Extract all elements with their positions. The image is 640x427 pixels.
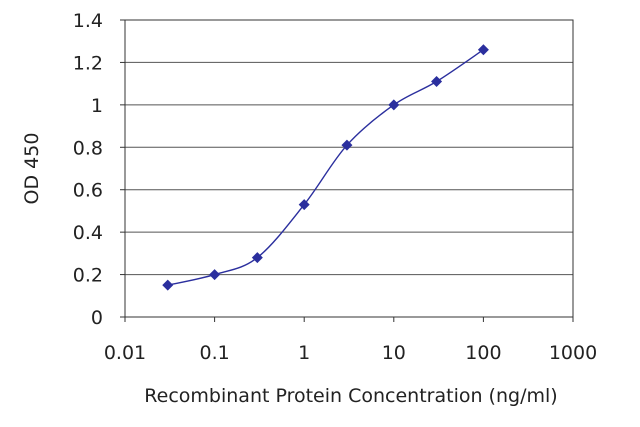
- y-axis-ticks: 0 0.2 0.4 0.6 0.8 1 1.2 1.4: [73, 10, 125, 329]
- data-point-marker: [341, 139, 353, 151]
- x-tick-label: 0.1: [199, 342, 229, 364]
- data-point-marker: [388, 99, 400, 111]
- x-tick-label: 1: [298, 342, 310, 364]
- y-axis-title: OD 450: [21, 133, 43, 205]
- data-points: [162, 44, 489, 291]
- x-axis-ticks: 0.01 0.1 1 10 100 1000: [104, 317, 597, 364]
- y-tick-label: 1.4: [73, 10, 103, 32]
- x-axis-title: Recombinant Protein Concentration (ng/ml…: [144, 385, 557, 407]
- y-tick-label: 0.6: [73, 180, 103, 202]
- data-point-marker: [431, 76, 443, 88]
- series-curve: [167, 49, 484, 286]
- x-tick-label: 0.01: [104, 342, 146, 364]
- x-tick-label: 1000: [549, 342, 597, 364]
- y-tick-label: 0.8: [73, 137, 103, 159]
- y-tick-label: 1.2: [73, 52, 103, 74]
- plot-area-frame: [124, 19, 574, 318]
- x-tick-label: 10: [382, 342, 406, 364]
- y-tick-label: 0: [91, 307, 103, 329]
- data-point-marker: [477, 44, 489, 56]
- x-tick-label: 100: [465, 342, 501, 364]
- data-point-marker: [251, 252, 263, 264]
- data-point-marker: [162, 279, 174, 291]
- y-tick-label: 0.4: [73, 222, 103, 244]
- y-tick-label: 1: [91, 95, 103, 117]
- y-tick-label: 0.2: [73, 265, 103, 287]
- data-point-marker: [298, 199, 310, 211]
- data-point-marker: [209, 269, 221, 281]
- gridlines: [125, 19, 573, 318]
